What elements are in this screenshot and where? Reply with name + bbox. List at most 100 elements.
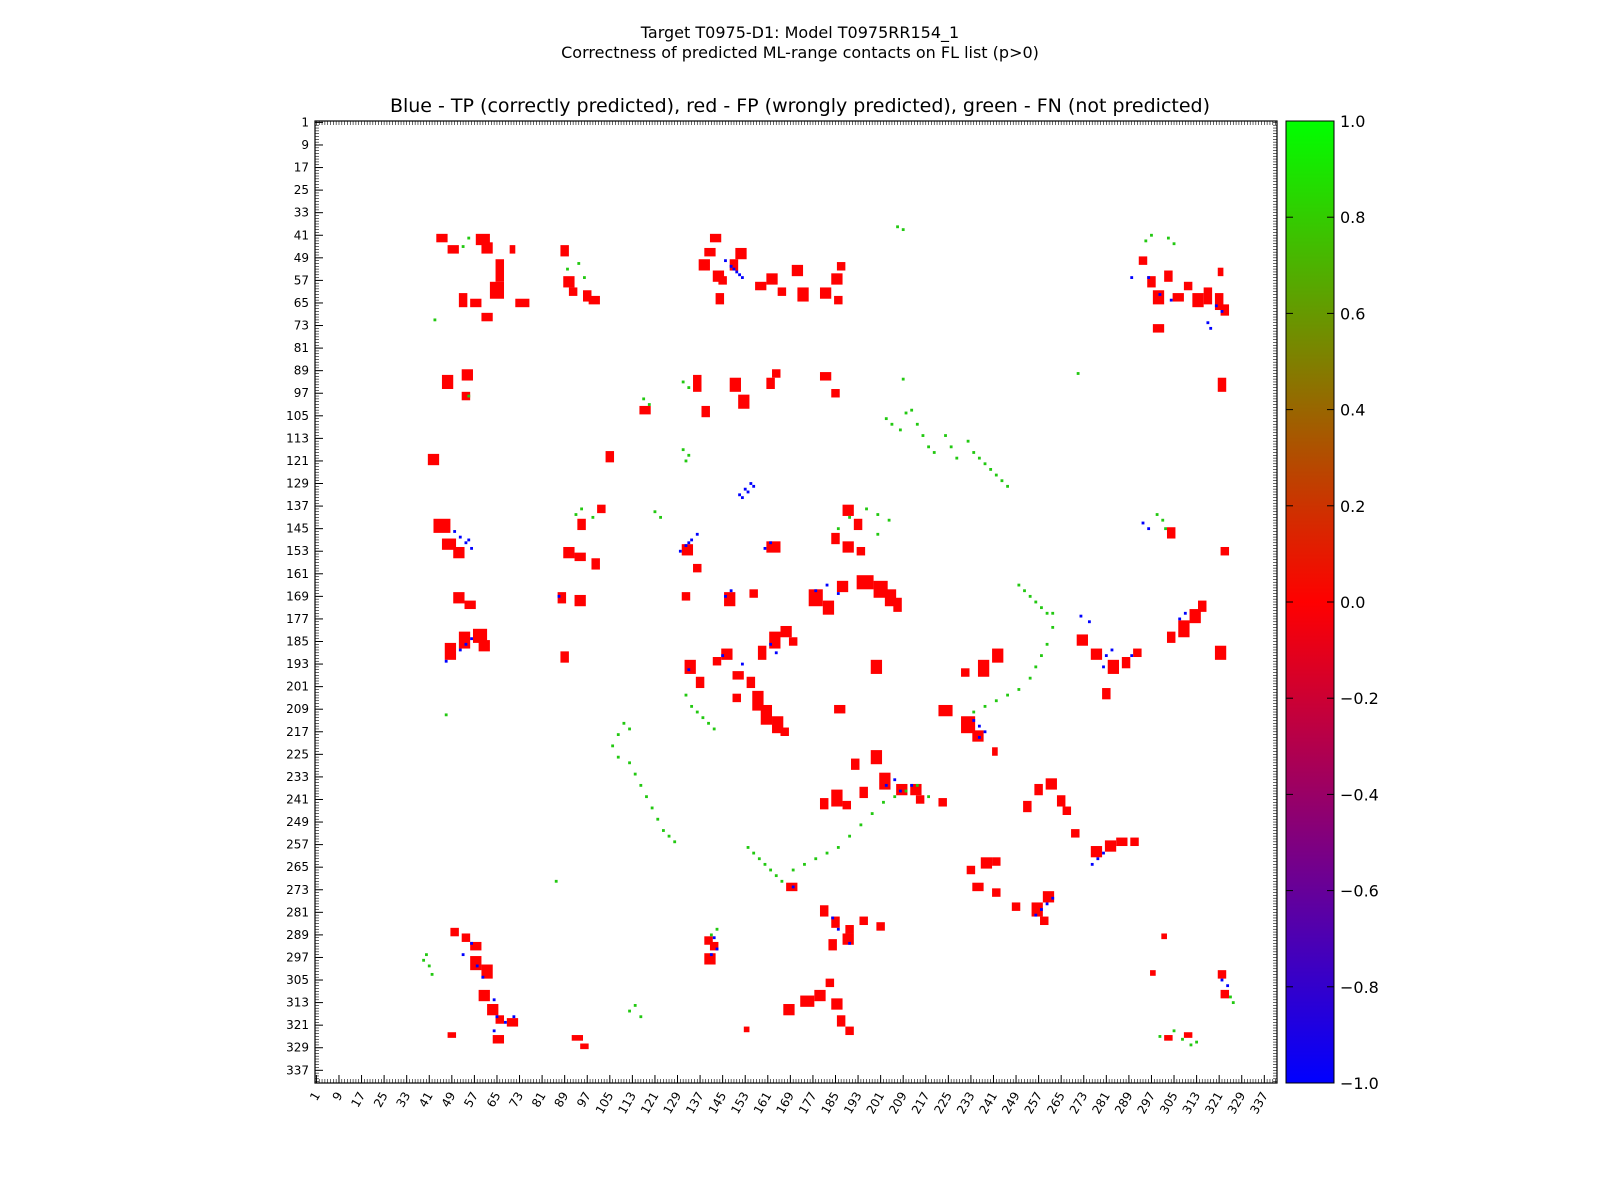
fp-cell [709, 233, 722, 243]
fp-cell [447, 1032, 457, 1038]
tp-cell [898, 789, 902, 793]
fn-cell [893, 795, 897, 799]
fn-cell [915, 783, 919, 787]
fn-cell [890, 422, 894, 426]
fp-cell [461, 933, 471, 942]
heatmap-area [422, 225, 1235, 1050]
fn-cell [690, 704, 694, 708]
fn-cell [461, 245, 465, 248]
fp-cell [851, 758, 860, 770]
fp-cell [684, 659, 696, 674]
fp-cell [1152, 324, 1165, 333]
tp-cell [512, 1015, 516, 1019]
tp-cell [470, 546, 473, 550]
fp-cell [487, 1004, 499, 1016]
fp-cell [1166, 527, 1176, 539]
fp-cell [772, 369, 781, 378]
fp-cell [992, 857, 1001, 866]
tp-cell [729, 264, 733, 268]
fp-cell [831, 273, 843, 285]
fn-cell [983, 462, 987, 466]
tp-cell [1040, 908, 1043, 911]
fp-cell [591, 558, 600, 570]
fp-cell [1116, 837, 1128, 847]
fp-cell [1164, 270, 1173, 282]
fp-cell [1161, 933, 1167, 940]
tp-cell [774, 651, 778, 655]
tp-cell [492, 1029, 496, 1033]
y-tick-label: 81 [294, 341, 309, 355]
x-tick-label: 225 [931, 1090, 955, 1117]
fp-cell [478, 989, 490, 1002]
fp-cell [461, 369, 473, 381]
fp-cell [574, 552, 586, 562]
fp-cell [797, 287, 809, 302]
fp-cell [859, 916, 868, 926]
fn-cell [836, 846, 840, 849]
fn-cell [566, 267, 569, 271]
fn-cell [836, 527, 840, 531]
tp-cell [1102, 851, 1105, 855]
y-tick-label: 225 [286, 747, 309, 761]
fn-cell [814, 857, 818, 861]
fp-cell [873, 580, 888, 598]
y-tick-label: 137 [286, 499, 309, 513]
colorbar-tick-label: 0.0 [1340, 593, 1365, 612]
fp-cell [1217, 377, 1227, 392]
fp-cell [693, 374, 702, 392]
fp-cell [470, 956, 482, 971]
fp-cell [766, 273, 778, 285]
fn-cell [983, 704, 987, 708]
x-tick-label: 217 [909, 1090, 933, 1117]
fp-cell [831, 389, 840, 398]
tp-cell [1102, 665, 1105, 669]
y-tick-label: 297 [286, 950, 309, 964]
y-tick-label: 273 [286, 883, 309, 897]
fn-cell [927, 795, 931, 799]
fp-cell [715, 293, 725, 305]
x-tick-label: 249 [999, 1090, 1023, 1117]
fn-cell [1155, 513, 1159, 516]
fp-cell [1121, 657, 1131, 669]
fp-cell [568, 287, 578, 296]
y-tick-label: 113 [286, 431, 309, 445]
fp-cell [470, 941, 482, 951]
y-tick-label: 161 [286, 567, 309, 581]
fp-cell [1031, 902, 1043, 917]
tp-cell [481, 975, 485, 979]
fp-cell [729, 377, 741, 392]
x-tick-label: 121 [638, 1090, 662, 1117]
tp-cell [464, 541, 468, 545]
tp-cell [749, 482, 753, 485]
x-tick-label: 97 [574, 1090, 594, 1110]
fn-cell [701, 716, 705, 720]
fn-cell [966, 439, 970, 443]
fp-cell [819, 287, 832, 299]
fp-cell [783, 1004, 795, 1016]
tp-cell [1206, 321, 1210, 325]
fn-cell [1045, 611, 1049, 615]
fp-cell [831, 789, 843, 807]
fp-cell [822, 600, 835, 615]
fp-cell [853, 518, 863, 531]
tp-cell [1110, 648, 1114, 652]
fn-cell [707, 721, 710, 725]
fn-cell [433, 318, 437, 322]
fp-cell [766, 541, 781, 553]
x-tick-label: 113 [615, 1090, 639, 1117]
fp-cell [879, 772, 891, 790]
fp-cell [825, 978, 835, 988]
fp-cell [461, 391, 471, 401]
fp-cell [992, 888, 1001, 897]
fp-cell [495, 1015, 505, 1024]
y-tick-label: 1 [301, 115, 309, 129]
fn-cell [681, 448, 685, 452]
tp-cell [1214, 304, 1218, 308]
fp-cell [639, 405, 651, 415]
y-tick-label: 17 [294, 161, 309, 175]
fn-cell [803, 862, 806, 866]
y-tick-label: 49 [294, 251, 309, 265]
fn-cell [972, 710, 976, 714]
tp-cell [1090, 862, 1094, 866]
fp-cell [915, 795, 925, 804]
